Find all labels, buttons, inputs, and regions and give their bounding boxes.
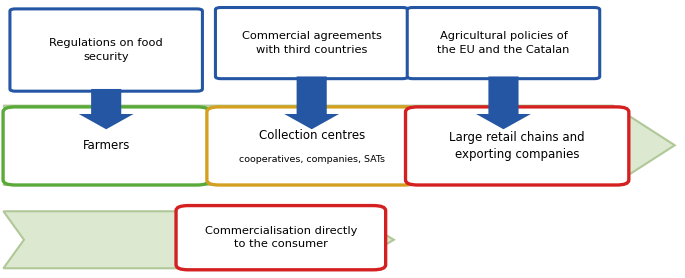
Text: Commercialisation directly
to the consumer: Commercialisation directly to the consum… — [205, 226, 357, 249]
Text: Regulations on food
security: Regulations on food security — [49, 38, 163, 62]
Polygon shape — [3, 106, 675, 185]
Text: Agricultural policies of
the EU and the Catalan: Agricultural policies of the EU and the … — [437, 31, 570, 55]
Text: Collection centres: Collection centres — [258, 129, 365, 142]
FancyBboxPatch shape — [3, 107, 209, 185]
Text: Commercial agreements
with third countries: Commercial agreements with third countri… — [242, 31, 382, 55]
Text: Farmers: Farmers — [82, 140, 130, 152]
Polygon shape — [3, 211, 394, 268]
Text: Large retail chains and
exporting companies: Large retail chains and exporting compan… — [449, 131, 585, 161]
FancyBboxPatch shape — [406, 107, 629, 185]
Polygon shape — [284, 76, 339, 129]
FancyBboxPatch shape — [207, 107, 416, 185]
Polygon shape — [476, 76, 531, 129]
FancyBboxPatch shape — [215, 8, 408, 79]
FancyBboxPatch shape — [407, 8, 600, 79]
Text: cooperatives, companies, SATs: cooperatives, companies, SATs — [238, 155, 385, 164]
FancyBboxPatch shape — [10, 9, 203, 91]
Polygon shape — [79, 89, 134, 129]
FancyBboxPatch shape — [176, 206, 386, 270]
